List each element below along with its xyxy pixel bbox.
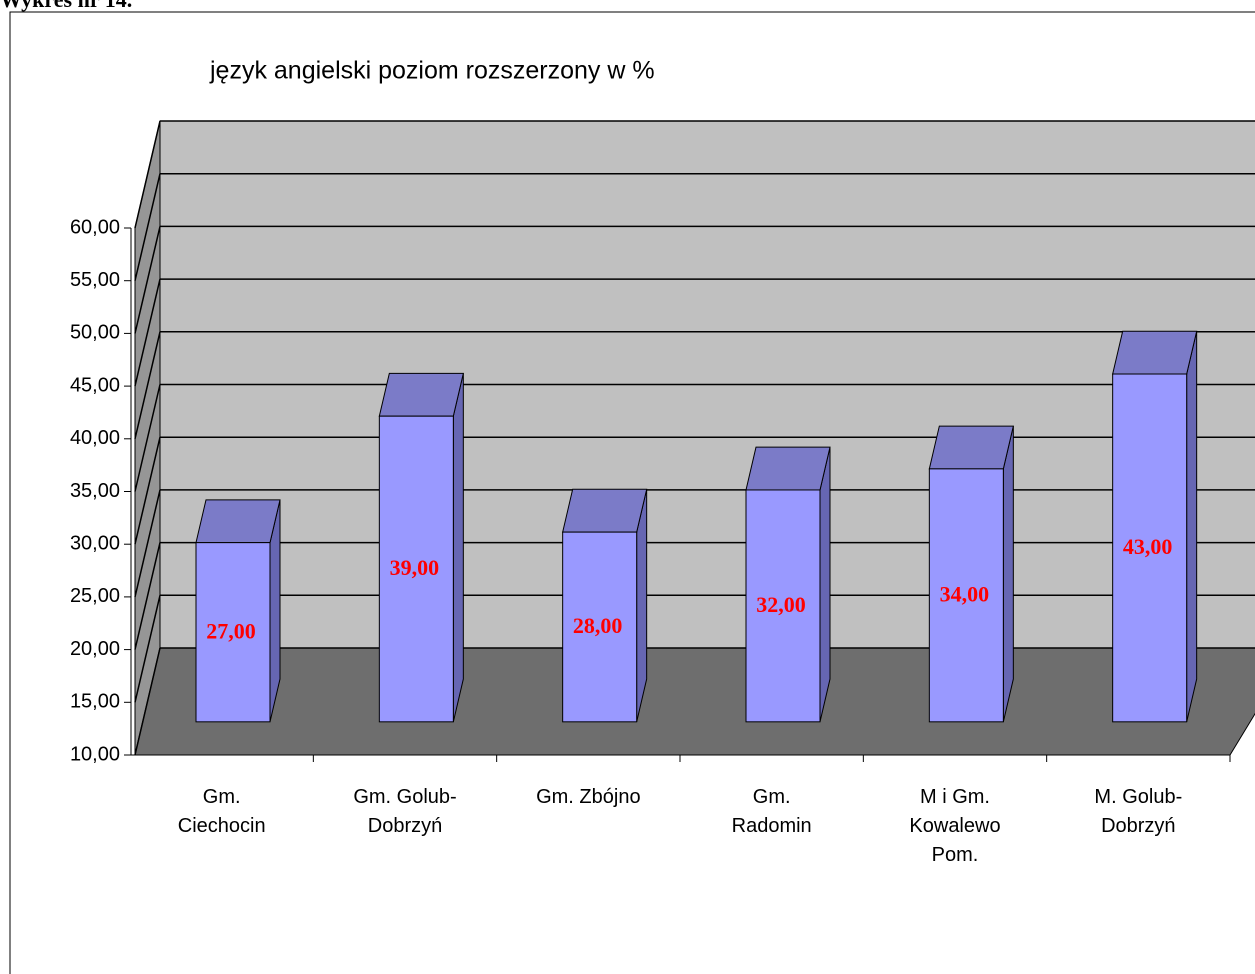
data-label: 28,00: [573, 613, 623, 638]
grid-line: [134, 647, 161, 756]
bar-side: [452, 373, 464, 722]
grid-line: [134, 489, 161, 598]
bar: [928, 468, 1004, 723]
grid-line: [134, 278, 161, 387]
y-tick-label: 15,00: [70, 691, 120, 713]
y-tick-label: 25,00: [70, 585, 120, 607]
chart-title: język angielski poziom rozszerzony w %: [209, 57, 655, 85]
bar-side: [1186, 331, 1198, 722]
data-label: 27,00: [206, 618, 256, 643]
bar: [562, 531, 638, 723]
x-tick-label: M i Gm. Kowalewo Pom.: [909, 786, 1000, 866]
grid-line: [134, 437, 161, 545]
data-label: 43,00: [1123, 534, 1173, 559]
x-tick-label: M. Golub-Dobrzyń: [1094, 786, 1182, 837]
x-tick-label: Gm. Golub-Dobrzyń: [353, 786, 456, 837]
x-tick-label: Gm. Zbójno: [536, 786, 640, 808]
y-tick-label: 20,00: [70, 638, 120, 660]
bar-top: [745, 446, 831, 491]
y-tick-label: 35,00: [70, 480, 120, 502]
x-tick-label: Gm. Radomin: [732, 786, 812, 837]
bar: [745, 489, 821, 723]
bar-top: [195, 499, 281, 544]
y-tick-label: 40,00: [70, 427, 120, 449]
bar-top: [562, 488, 648, 533]
bar-top: [928, 425, 1014, 470]
bar-side: [819, 447, 831, 722]
bar: [378, 415, 454, 723]
grid-line: [134, 331, 161, 439]
bar: [1112, 373, 1188, 723]
y-tick-label: 50,00: [70, 322, 120, 344]
y-tick-label: 10,00: [70, 743, 120, 765]
grid-line: [134, 595, 161, 703]
y-tick-label: 55,00: [70, 269, 120, 291]
page-heading: Wykres nr 14.: [0, 0, 132, 12]
data-label: 32,00: [756, 592, 806, 617]
bar-side: [1002, 425, 1014, 722]
data-label: 34,00: [940, 581, 990, 606]
x-tick-label: Gm. Ciechocin: [178, 786, 266, 837]
data-label: 39,00: [390, 555, 440, 580]
grid-line: [134, 120, 161, 229]
grid-line: [134, 542, 161, 650]
bar: [195, 542, 271, 723]
bar-top: [378, 372, 464, 417]
grid-line: [134, 173, 161, 281]
y-tick-label: 30,00: [70, 532, 120, 554]
grid-line: [134, 226, 161, 334]
floor: [134, 647, 1255, 756]
bar-top: [1112, 330, 1198, 375]
grid-line: [134, 384, 161, 492]
y-tick-label: 60,00: [70, 216, 120, 238]
y-tick-label: 45,00: [70, 374, 120, 396]
